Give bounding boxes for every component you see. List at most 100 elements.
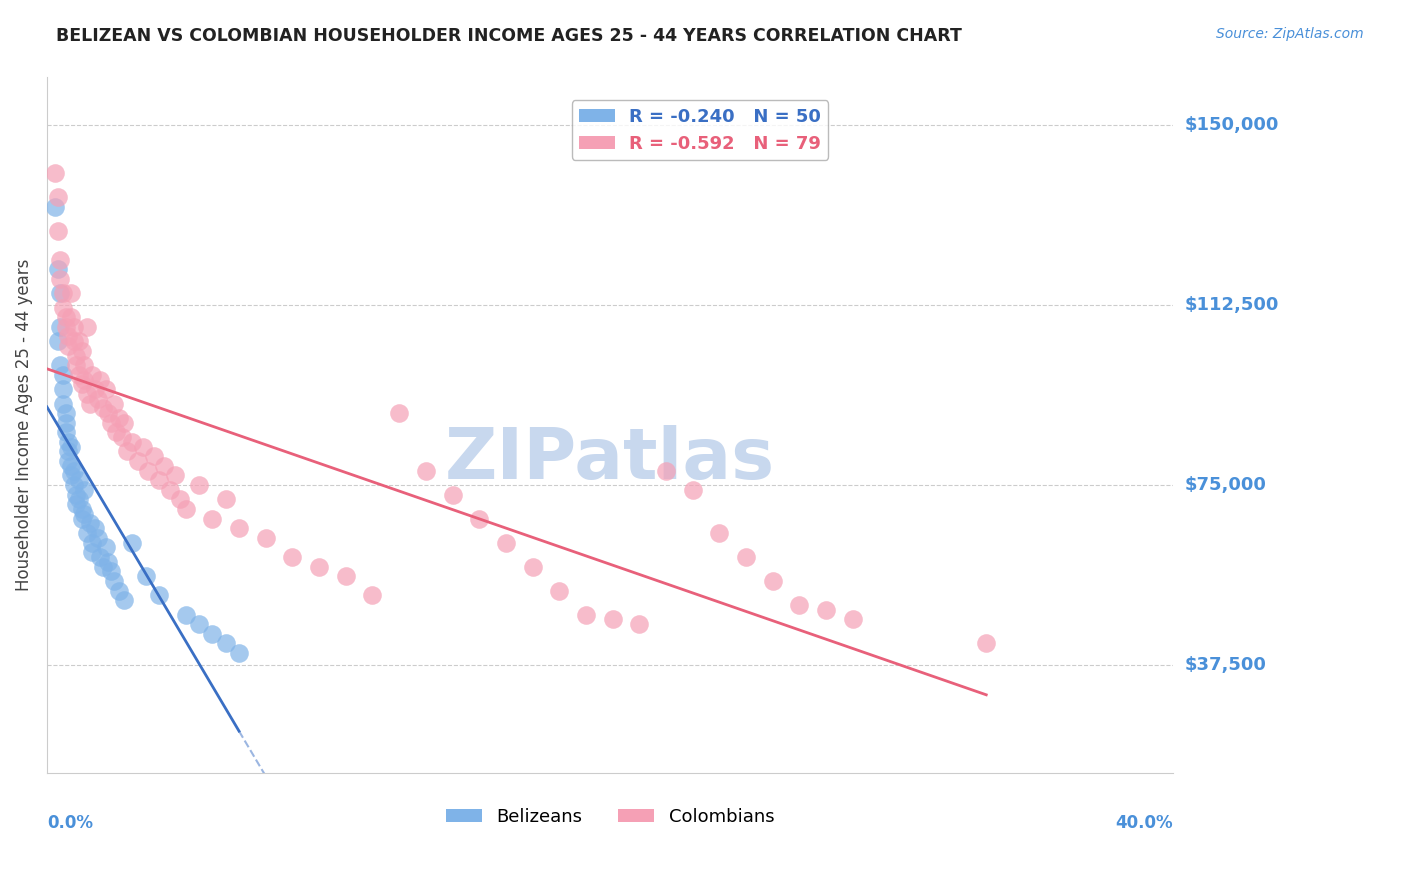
Point — [65, 488, 87, 502]
Point — [361, 588, 384, 602]
Point — [65, 358, 87, 372]
Point — [495, 535, 517, 549]
Point — [52, 396, 75, 410]
Point — [281, 549, 304, 564]
Point — [79, 396, 101, 410]
Point — [103, 574, 125, 588]
Point — [84, 382, 107, 396]
Point — [163, 468, 186, 483]
Point — [46, 262, 69, 277]
Point — [148, 588, 170, 602]
Point — [58, 444, 80, 458]
Point — [86, 392, 108, 406]
Point — [70, 511, 93, 525]
Point — [142, 450, 165, 464]
Point — [121, 434, 143, 449]
Point — [65, 497, 87, 511]
Point — [110, 430, 132, 444]
Point — [70, 343, 93, 358]
Point — [59, 440, 82, 454]
Point — [159, 483, 181, 497]
Point — [308, 559, 330, 574]
Point — [103, 396, 125, 410]
Point — [441, 488, 464, 502]
Point — [62, 319, 84, 334]
Point — [59, 458, 82, 473]
Point — [59, 310, 82, 325]
Point — [136, 464, 159, 478]
Point — [76, 319, 98, 334]
Point — [201, 626, 224, 640]
Point — [91, 401, 114, 416]
Point — [49, 272, 72, 286]
Point — [215, 492, 238, 507]
Point — [73, 507, 96, 521]
Point — [548, 583, 571, 598]
Point — [415, 464, 437, 478]
Legend: Belizeans, Colombians: Belizeans, Colombians — [439, 801, 782, 833]
Point — [44, 166, 66, 180]
Point — [108, 583, 131, 598]
Point — [86, 531, 108, 545]
Point — [46, 190, 69, 204]
Point — [188, 478, 211, 492]
Point — [468, 511, 491, 525]
Text: 0.0%: 0.0% — [46, 814, 93, 832]
Point — [762, 574, 785, 588]
Point — [335, 569, 357, 583]
Point — [127, 454, 149, 468]
Point — [89, 372, 111, 386]
Point — [76, 526, 98, 541]
Point — [67, 334, 90, 348]
Text: $37,500: $37,500 — [1184, 656, 1265, 673]
Point — [522, 559, 544, 574]
Point — [148, 473, 170, 487]
Point — [55, 425, 77, 440]
Point — [135, 569, 157, 583]
Point — [602, 612, 624, 626]
Point — [82, 535, 104, 549]
Point — [228, 646, 250, 660]
Point — [188, 617, 211, 632]
Point — [73, 483, 96, 497]
Point — [55, 416, 77, 430]
Text: Source: ZipAtlas.com: Source: ZipAtlas.com — [1216, 27, 1364, 41]
Point — [842, 612, 865, 626]
Point — [115, 444, 138, 458]
Point — [789, 598, 811, 612]
Point — [62, 478, 84, 492]
Point — [97, 555, 120, 569]
Point — [58, 434, 80, 449]
Point — [169, 492, 191, 507]
Point — [100, 565, 122, 579]
Point — [49, 252, 72, 267]
Point — [52, 301, 75, 315]
Point — [815, 603, 838, 617]
Point — [91, 559, 114, 574]
Point — [70, 377, 93, 392]
Point — [55, 319, 77, 334]
Point — [112, 593, 135, 607]
Point — [49, 358, 72, 372]
Point — [709, 526, 731, 541]
Point — [73, 372, 96, 386]
Point — [108, 410, 131, 425]
Point — [84, 521, 107, 535]
Point — [89, 549, 111, 564]
Point — [153, 458, 176, 473]
Point — [82, 545, 104, 559]
Text: $112,500: $112,500 — [1184, 296, 1278, 314]
Point — [132, 440, 155, 454]
Text: $75,000: $75,000 — [1184, 476, 1265, 494]
Point — [52, 368, 75, 382]
Text: 40.0%: 40.0% — [1115, 814, 1173, 832]
Point — [174, 607, 197, 622]
Point — [76, 387, 98, 401]
Point — [44, 200, 66, 214]
Point — [62, 464, 84, 478]
Point — [58, 329, 80, 343]
Point — [682, 483, 704, 497]
Point — [228, 521, 250, 535]
Point — [121, 535, 143, 549]
Point — [628, 617, 651, 632]
